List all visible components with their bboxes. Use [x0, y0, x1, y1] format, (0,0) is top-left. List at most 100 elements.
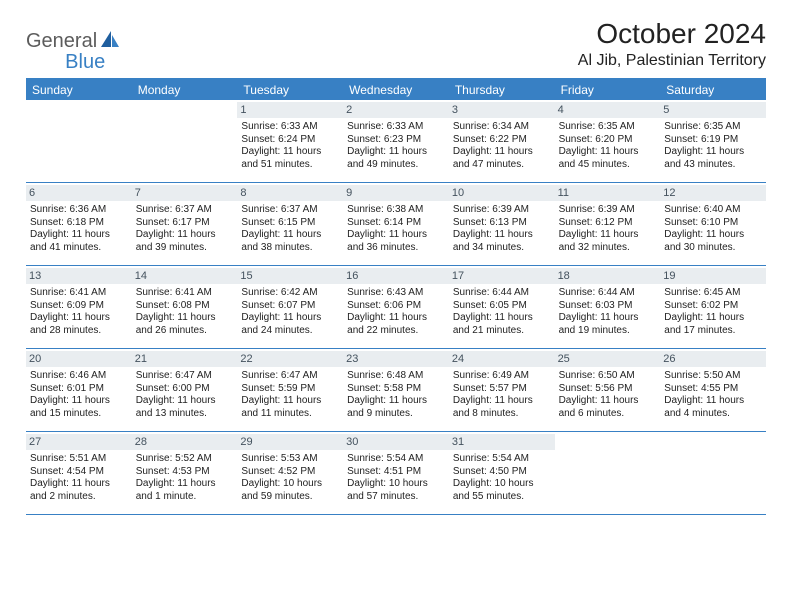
- weekday-header: Sunday: [26, 80, 132, 100]
- sunrise-text: Sunrise: 6:47 AM: [241, 370, 339, 383]
- day-cell: 19Sunrise: 6:45 AMSunset: 6:02 PMDayligh…: [660, 266, 766, 348]
- sunset-text: Sunset: 4:55 PM: [664, 383, 762, 396]
- sunset-text: Sunset: 6:24 PM: [241, 134, 339, 147]
- sunrise-text: Sunrise: 6:33 AM: [347, 121, 445, 134]
- daylight-text: Daylight: 10 hours and 57 minutes.: [347, 478, 445, 503]
- day-cell: 10Sunrise: 6:39 AMSunset: 6:13 PMDayligh…: [449, 183, 555, 265]
- sunset-text: Sunset: 6:02 PM: [664, 300, 762, 313]
- sunset-text: Sunset: 6:15 PM: [241, 217, 339, 230]
- sunrise-text: Sunrise: 6:35 AM: [664, 121, 762, 134]
- sunset-text: Sunset: 6:12 PM: [559, 217, 657, 230]
- day-cell: 13 Sunrise: 6:41 AMSunset: 6:09 PMDayligh…: [26, 266, 132, 348]
- day-cell: [555, 432, 661, 514]
- sunset-text: Sunset: 6:19 PM: [664, 134, 762, 147]
- title-block: October 2024 Al Jib, Palestinian Territo…: [578, 18, 766, 70]
- daylight-text: Daylight: 11 hours and 17 minutes.: [664, 312, 762, 337]
- daylight-text: Daylight: 11 hours and 36 minutes.: [347, 229, 445, 254]
- day-number: 28: [132, 434, 238, 450]
- day-number: 9: [343, 185, 449, 201]
- day-cell: 24Sunrise: 6:49 AMSunset: 5:57 PMDayligh…: [449, 349, 555, 431]
- weekday-header: Thursday: [449, 80, 555, 100]
- day-number: 20: [26, 351, 132, 367]
- sunrise-text: Sunrise: 6:41 AM: [30, 287, 128, 300]
- daylight-text: Daylight: 11 hours and 32 minutes.: [559, 229, 657, 254]
- daylight-text: Daylight: 10 hours and 59 minutes.: [241, 478, 339, 503]
- day-cell: 25Sunrise: 6:50 AMSunset: 5:56 PMDayligh…: [555, 349, 661, 431]
- daylight-text: Daylight: 11 hours and 4 minutes.: [664, 395, 762, 420]
- day-cell: 23Sunrise: 6:48 AMSunset: 5:58 PMDayligh…: [343, 349, 449, 431]
- day-cell: 21Sunrise: 6:47 AMSunset: 6:00 PMDayligh…: [132, 349, 238, 431]
- day-number: 17: [449, 268, 555, 284]
- day-cell: 18Sunrise: 6:44 AMSunset: 6:03 PMDayligh…: [555, 266, 661, 348]
- sunset-text: Sunset: 6:01 PM: [30, 383, 128, 396]
- sunset-text: Sunset: 4:53 PM: [136, 466, 234, 479]
- sunrise-text: Sunrise: 6:41 AM: [136, 287, 234, 300]
- sunset-text: Sunset: 5:56 PM: [559, 383, 657, 396]
- calendar-page: General Blue October 2024 Al Jib, Palest…: [0, 0, 792, 533]
- day-cell: 6Sunrise: 6:36 AMSunset: 6:18 PMDaylight…: [26, 183, 132, 265]
- daylight-text: Daylight: 11 hours and 45 minutes.: [559, 146, 657, 171]
- weekday-header: Friday: [555, 80, 661, 100]
- sunrise-text: Sunrise: 6:37 AM: [241, 204, 339, 217]
- sunset-text: Sunset: 6:05 PM: [453, 300, 551, 313]
- daylight-text: Daylight: 11 hours and 41 minutes.: [30, 229, 128, 254]
- sunrise-text: Sunrise: 6:36 AM: [30, 204, 128, 217]
- day-cell: 5 Sunrise: 6:35 AMSunset: 6:19 PMDaylight…: [660, 100, 766, 182]
- sunrise-text: Sunrise: 5:54 AM: [453, 453, 551, 466]
- day-number: 2: [343, 102, 449, 118]
- sunrise-text: Sunrise: 6:40 AM: [664, 204, 762, 217]
- daylight-text: Daylight: 11 hours and 19 minutes.: [559, 312, 657, 337]
- day-cell: 9Sunrise: 6:38 AMSunset: 6:14 PMDaylight…: [343, 183, 449, 265]
- sunset-text: Sunset: 6:09 PM: [30, 300, 128, 313]
- daylight-text: Daylight: 11 hours and 28 minutes.: [30, 312, 128, 337]
- sunset-text: Sunset: 5:59 PM: [241, 383, 339, 396]
- daylight-text: Daylight: 11 hours and 34 minutes.: [453, 229, 551, 254]
- month-title: October 2024: [578, 18, 766, 50]
- week-row: 1Sunrise: 6:33 AMSunset: 6:24 PMDaylight…: [26, 100, 766, 183]
- week-row: 20 Sunrise: 6:46 AMSunset: 6:01 PM Dayligh…: [26, 349, 766, 432]
- weekday-header: Tuesday: [237, 80, 343, 100]
- day-cell: 29Sunrise: 5:53 AMSunset: 4:52 PMDayligh…: [237, 432, 343, 514]
- sunset-text: Sunset: 6:20 PM: [559, 134, 657, 147]
- day-cell: 17Sunrise: 6:44 AMSunset: 6:05 PMDayligh…: [449, 266, 555, 348]
- day-cell: 15Sunrise: 6:42 AMSunset: 6:07 PMDayligh…: [237, 266, 343, 348]
- day-number: 13: [26, 268, 132, 284]
- sunset-text: Sunset: 4:54 PM: [30, 466, 128, 479]
- day-number: 5: [660, 102, 766, 118]
- day-cell: 20Sunrise: 6:46 AMSunset: 6:01 PMDayligh…: [26, 349, 132, 431]
- daylight-text: Daylight: 11 hours and 9 minutes.: [347, 395, 445, 420]
- sunset-text: Sunset: 5:57 PM: [453, 383, 551, 396]
- day-number: 23: [343, 351, 449, 367]
- sunrise-text: Sunrise: 5:51 AM: [30, 453, 128, 466]
- sunrise-text: Sunrise: 6:37 AM: [136, 204, 234, 217]
- sunrise-text: Sunrise: 6:34 AM: [453, 121, 551, 134]
- day-number: 6: [26, 185, 132, 201]
- day-cell: 8Sunrise: 6:37 AMSunset: 6:15 PMDaylight…: [237, 183, 343, 265]
- week-row: 6Sunrise: 6:36 AMSunset: 6:18 PMDaylight…: [26, 183, 766, 266]
- weekday-header: Wednesday: [343, 80, 449, 100]
- logo: General Blue: [26, 18, 141, 63]
- day-number: 27: [26, 434, 132, 450]
- sunrise-text: Sunrise: 6:39 AM: [453, 204, 551, 217]
- day-number: 21: [132, 351, 238, 367]
- day-number: 4: [555, 102, 661, 118]
- daylight-text: Daylight: 11 hours and 24 minutes.: [241, 312, 339, 337]
- day-cell: 2Sunrise: 6:33 AMSunset: 6:23 PMDaylight…: [343, 100, 449, 182]
- daylight-text: Daylight: 11 hours and 13 minutes.: [136, 395, 234, 420]
- sunset-text: Sunset: 6:08 PM: [136, 300, 234, 313]
- day-number: 18: [555, 268, 661, 284]
- weeks-container: 1Sunrise: 6:33 AMSunset: 6:24 PMDaylight…: [26, 100, 766, 515]
- sunrise-text: Sunrise: 6:33 AM: [241, 121, 339, 134]
- daylight-text: Daylight: 11 hours and 38 minutes.: [241, 229, 339, 254]
- daylight-text: Daylight: 10 hours and 55 minutes.: [453, 478, 551, 503]
- day-cell: 11Sunrise: 6:39 AMSunset: 6:12 PMDayligh…: [555, 183, 661, 265]
- day-cell: 1Sunrise: 6:33 AMSunset: 6:24 PMDaylight…: [237, 100, 343, 182]
- sunset-text: Sunset: 6:10 PM: [664, 217, 762, 230]
- sunrise-text: Sunrise: 6:46 AM: [30, 370, 128, 383]
- page-header: General Blue October 2024 Al Jib, Palest…: [26, 18, 766, 70]
- daylight-text: Daylight: 11 hours and 43 minutes.: [664, 146, 762, 171]
- day-cell: 26Sunrise: 5:50 AMSunset: 4:55 PMDayligh…: [660, 349, 766, 431]
- day-cell: 16Sunrise: 6:43 AMSunset: 6:06 PMDayligh…: [343, 266, 449, 348]
- day-number: 22: [237, 351, 343, 367]
- day-cell: 14Sunrise: 6:41 AMSunset: 6:08 PMDayligh…: [132, 266, 238, 348]
